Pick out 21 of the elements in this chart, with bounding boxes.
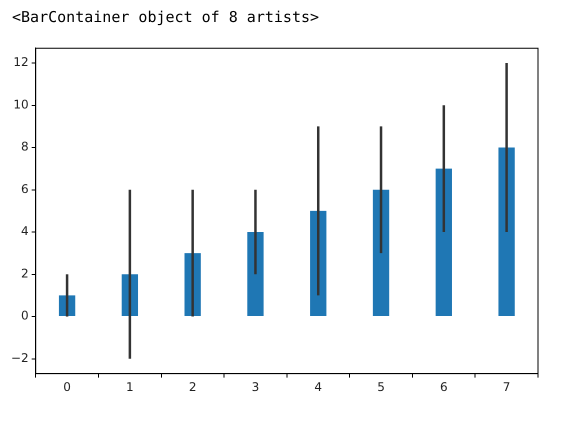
y-tick-label: 10 [13,97,29,112]
x-tick-label: 2 [188,380,196,394]
x-tick-label: 4 [314,380,322,394]
y-tick-label: −2 [10,350,29,365]
x-tick-label: 6 [440,380,448,394]
y-tick-label: 12 [13,55,29,70]
y-tick-label: 4 [21,224,29,238]
bar [247,232,264,316]
bar [498,148,515,316]
x-tick-label: 3 [252,380,260,394]
x-tick-label: 7 [502,380,510,394]
y-tick-label: 2 [21,266,29,280]
y-tick-label: 0 [21,308,29,323]
text: <BarContainer object of 8 artists> [12,8,320,26]
x-tick-label: 1 [126,380,134,394]
y-tick-label: 8 [21,140,29,154]
bar [372,190,390,316]
bar [436,168,452,316]
y-tick-label: 6 [21,182,29,196]
x-tick-label: 5 [377,380,385,394]
x-tick-label: 0 [63,380,71,394]
